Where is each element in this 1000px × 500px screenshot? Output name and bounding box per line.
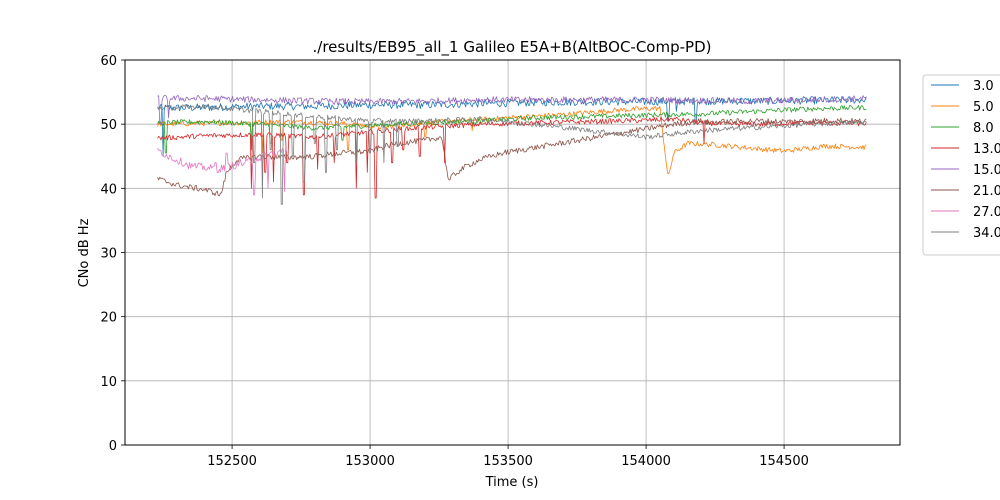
x-tick-label: 154500	[759, 454, 809, 469]
legend-label: 34.0	[973, 226, 1000, 241]
y-tick-label: 60	[100, 54, 117, 69]
series-line-34-0	[157, 103, 867, 205]
y-axis-title: CNo dB Hz	[77, 218, 92, 287]
series-line-27-0	[157, 147, 288, 196]
y-tick-label: 0	[109, 439, 117, 454]
legend-label: 3.0	[973, 79, 994, 94]
x-tick-label: 153500	[483, 454, 533, 469]
x-tick-label: 153000	[345, 454, 395, 469]
y-tick-label: 20	[100, 311, 117, 326]
legend-label: 13.0	[973, 142, 1000, 157]
legend: 3.0 5.0 8.0 13.0 15.0 21.0 27.0 34.0	[922, 74, 1000, 256]
y-axis-ticks: 0 10 20 30 40 50 60	[100, 54, 125, 454]
y-tick-label: 40	[100, 182, 117, 197]
legend-label: 15.0	[973, 163, 1000, 178]
y-tick-label: 50	[100, 118, 117, 133]
series-line-3-0	[157, 96, 867, 157]
legend-label: 27.0	[973, 205, 1000, 220]
legend-label: 21.0	[973, 184, 1000, 199]
series-line-8-0	[157, 104, 867, 154]
y-tick-label: 10	[100, 375, 117, 390]
legend-label: 8.0	[973, 121, 994, 136]
x-tick-label: 154000	[621, 454, 671, 469]
series-line-15-0	[157, 95, 867, 125]
x-axis-ticks: 152500 153000 153500 154000 154500	[207, 445, 809, 469]
series-lines	[157, 95, 867, 205]
grid-lines	[125, 59, 900, 446]
x-tick-label: 152500	[207, 454, 257, 469]
legend-box	[922, 74, 1000, 256]
x-axis-title: Time (s)	[485, 475, 539, 490]
legend-label: 5.0	[973, 100, 994, 115]
y-tick-label: 30	[100, 247, 117, 262]
chart-title: ./results/EB95_all_1 Galileo E5A+B(AltBO…	[313, 38, 712, 57]
